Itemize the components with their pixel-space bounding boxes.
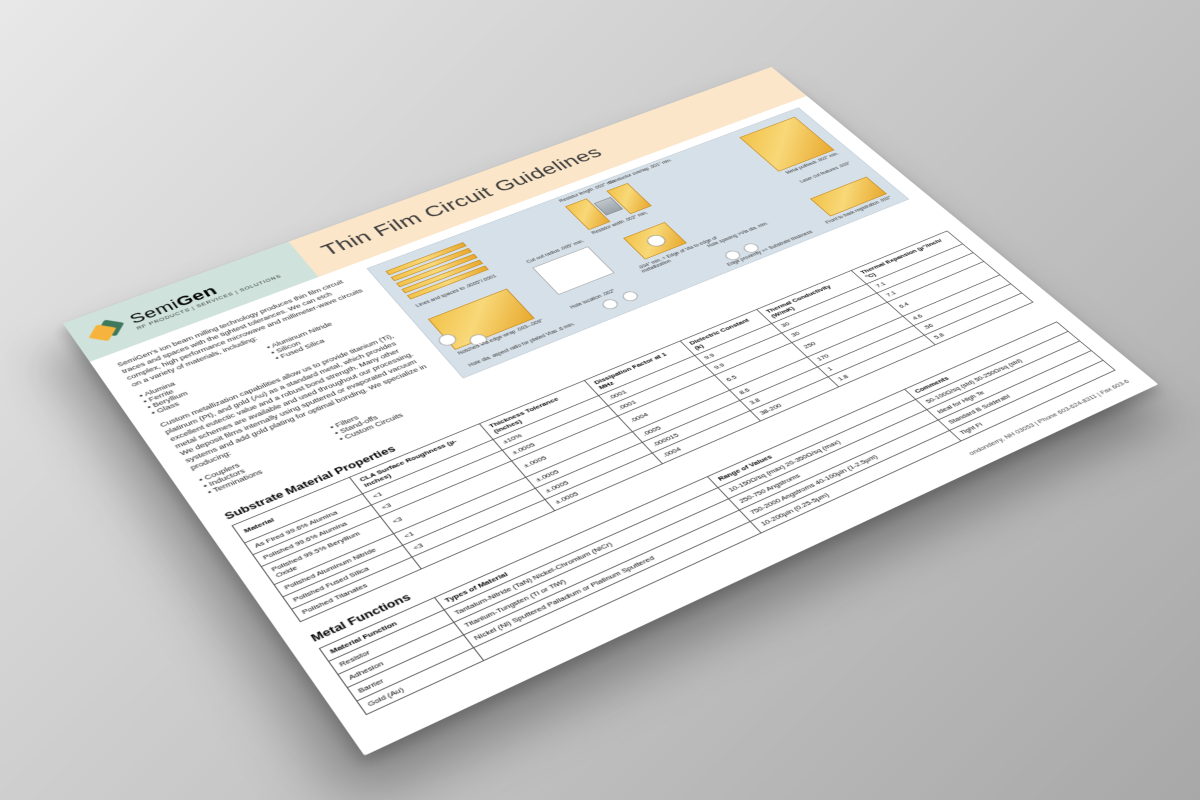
metal-pullback-shape: [739, 116, 834, 171]
stage: SemiGen RF PRODUCTS | SERVICES | SOLUTIO…: [0, 0, 1200, 800]
logo-icon: [86, 315, 132, 346]
datasheet-page: SemiGen RF PRODUCTS | SERVICES | SOLUTIO…: [63, 67, 1158, 755]
serpentine-trace: [385, 242, 490, 301]
front-back-shape: [810, 176, 887, 216]
